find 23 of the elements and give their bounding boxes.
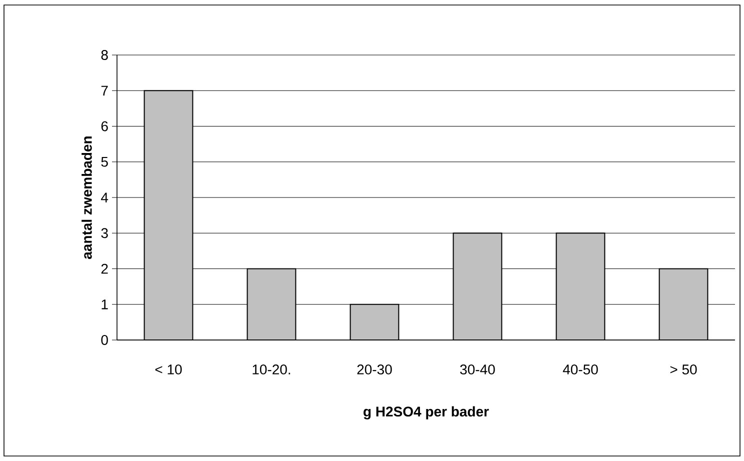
x-axis-title: g H2SO4 per bader <box>364 406 489 420</box>
bar <box>658 268 708 340</box>
bar <box>144 90 194 340</box>
y-tick-label: 8 <box>101 50 108 60</box>
y-axis-title: aantal zwembaden <box>82 136 92 259</box>
y-tick-label: 7 <box>101 86 108 96</box>
y-tick-label: 0 <box>101 335 108 345</box>
y-tick-label: 2 <box>101 264 108 274</box>
y-tick-label: 6 <box>101 121 108 132</box>
y-tick-label: 5 <box>101 157 108 167</box>
bar <box>556 232 606 340</box>
y-tick-label: 4 <box>101 192 108 202</box>
y-tick-label: 3 <box>101 228 108 238</box>
x-tick-label: 40-50 <box>562 364 598 374</box>
bar <box>246 268 296 340</box>
x-tick-label: 10-20. <box>252 364 290 374</box>
y-tick-label: 1 <box>102 300 108 310</box>
x-tick-label: < 10 <box>155 364 182 374</box>
x-tick-label: 20-30 <box>357 364 392 374</box>
bar <box>452 232 502 340</box>
x-tick-label: 30-40 <box>460 364 495 374</box>
bar <box>350 304 400 340</box>
x-tick-label: > 50 <box>670 364 697 374</box>
